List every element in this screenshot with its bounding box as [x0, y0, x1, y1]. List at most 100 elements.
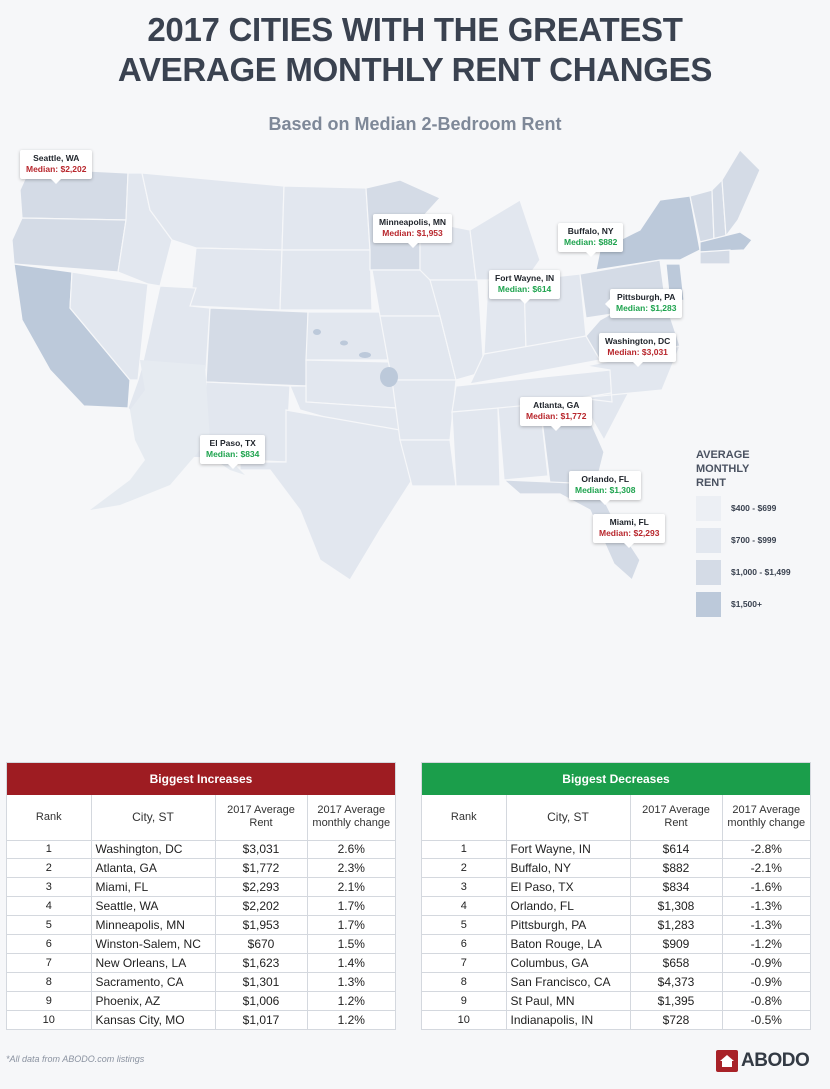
cell-rank: 1	[7, 840, 92, 860]
callout-median: Median: $1,953	[382, 228, 443, 238]
callout-city: Washington, DC	[605, 336, 671, 346]
table-row: 9 St Paul, MN $1,395 -0.8%	[422, 991, 810, 1011]
cell-rent: $834	[630, 877, 723, 898]
cell-rent: $614	[630, 840, 723, 860]
cell-rent: $1,301	[215, 972, 308, 992]
callout-buffalo: Buffalo, NY Median: $882	[558, 223, 624, 257]
cell-change: -0.5%	[750, 1012, 782, 1027]
cell-change: -1.3%	[722, 896, 810, 917]
callout-atlanta: Atlanta, GA Median: $1,772	[520, 397, 593, 431]
table-row: 6 Baton Rouge, LA $909 -1.2%	[422, 934, 810, 954]
legend-item: $400 - $699	[696, 492, 816, 524]
cell-rank: 3	[7, 877, 92, 898]
cell-rent: $2,293	[215, 877, 308, 898]
cell-city: Columbus, GA	[506, 953, 631, 973]
legend-title-line: AVERAGE	[696, 449, 750, 461]
cell-rank: 7	[422, 953, 507, 973]
cell-change: -2.8%	[722, 840, 810, 860]
title-line-2: AVERAGE MONTHLY RENT CHANGES	[117, 51, 713, 88]
column-header-rent: 2017 Average Rent	[215, 795, 308, 841]
table-row: 2 Atlanta, GA $1,772 2.3%	[7, 858, 395, 879]
table-row: 7 New Orleans, LA $1,623 1.4%	[7, 953, 395, 973]
cell-rent: $1,772	[215, 858, 308, 879]
callout-orlando: Orlando, FL Median: $1,308	[569, 471, 642, 505]
legend-title-line: MONTHLY	[696, 463, 750, 475]
cell-change: 2.3%	[307, 858, 395, 879]
legend-label: $700 - $999	[731, 535, 777, 545]
callout-city: Buffalo, NY	[567, 226, 614, 236]
table-row: 9 Phoenix, AZ $1,006 1.2%	[7, 991, 395, 1011]
table-row: 4 Seattle, WA $2,202 1.7%	[7, 896, 395, 917]
cell-rank: 1	[422, 840, 507, 860]
cell-change: -0.8%	[722, 991, 810, 1011]
cell-rank: 9	[422, 991, 507, 1011]
table-row: 5 Pittsburgh, PA $1,283 -1.3%	[422, 915, 810, 935]
callout-city: Pittsburgh, PA	[617, 292, 676, 302]
column-header-city: City, ST	[91, 795, 216, 841]
legend-swatch	[696, 495, 721, 521]
column-header-rent: 2017 Average Rent	[630, 795, 723, 841]
cell-rent: $1,953	[215, 915, 308, 935]
callout-city: Atlanta, GA	[533, 400, 580, 410]
legend-label: $400 - $699	[731, 503, 777, 513]
cell-rank: 6	[7, 934, 92, 954]
cell-city: Winston-Salem, NC	[91, 934, 216, 954]
us-rent-map: Seattle, WA Median: $2,202 Minneapolis, …	[0, 140, 830, 740]
increases-table: Biggest Increases Rank City, ST 2017 Ave…	[6, 762, 396, 1030]
cell-rank: 5	[422, 915, 507, 935]
cell-change: 1.2%	[307, 991, 395, 1011]
callout-pittsburgh: Pittsburgh, PA Median: $1,283	[604, 289, 683, 318]
cell-city: Fort Wayne, IN	[506, 840, 631, 860]
cell-rank: 4	[422, 896, 507, 917]
cell-rent: $1,017	[215, 1010, 308, 1029]
title-line-1: 2017 CITIES WITH THE GREATEST	[147, 11, 683, 48]
cell-rank: 2	[7, 858, 92, 879]
callout-median: Median: $614	[497, 284, 552, 294]
callout-minneapolis: Minneapolis, MN Median: $1,953	[373, 214, 453, 248]
cell-rank: 10	[7, 1010, 92, 1029]
cell-rent: $670	[215, 934, 308, 954]
cell-city: Washington, DC	[91, 840, 216, 860]
callout-median: Median: $882	[564, 237, 618, 247]
cell-rent: $1,308	[630, 896, 723, 917]
cell-rent: $909	[630, 934, 723, 954]
cell-city: Sacramento, CA	[91, 972, 216, 992]
callout-median: Median: $2,202	[26, 164, 87, 174]
cell-city: El Paso, TX	[506, 877, 631, 898]
cell-change: 2.6%	[307, 840, 395, 860]
table-row: 3 El Paso, TX $834 -1.6%	[422, 877, 810, 898]
table-row: 10 Indianapolis, IN $728 -0.5%	[422, 1010, 810, 1029]
house-icon	[716, 1050, 738, 1072]
cell-rank: 8	[422, 972, 507, 992]
cell-rank: 6	[422, 934, 507, 954]
map-legend: AVERAGE MONTHLY RENT $400 - $699 $700 - …	[696, 448, 816, 620]
cell-rent: $882	[630, 858, 723, 879]
callout-city: Seattle, WA	[33, 153, 80, 163]
table-row: 6 Winston-Salem, NC $670 1.5%	[7, 934, 395, 954]
cell-city: Baton Rouge, LA	[506, 934, 631, 954]
callout-median: Median: $3,031	[607, 347, 668, 357]
legend-title-line: RENT	[696, 477, 726, 489]
brand-name: ABODO	[741, 1050, 810, 1071]
column-header-change: 2017 Average monthly change	[722, 795, 810, 841]
cell-city: Phoenix, AZ	[91, 991, 216, 1011]
callout-median: Median: $1,308	[575, 485, 636, 495]
increases-data-table: Rank City, ST 2017 Average Rent 2017 Ave…	[7, 795, 395, 1029]
cell-change: -2.1%	[722, 858, 810, 879]
increases-table-title: Biggest Increases	[7, 763, 395, 795]
cell-rank: 7	[7, 953, 92, 973]
legend-swatch	[696, 591, 721, 617]
callout-seattle: Seattle, WA Median: $2,202	[20, 150, 93, 184]
cell-city: San Francisco, CA	[506, 972, 631, 992]
cell-change: 1.5%	[307, 934, 395, 954]
legend-item: $1,000 - $1,499	[696, 556, 816, 588]
cell-city: New Orleans, LA	[91, 953, 216, 973]
cell-rent: $1,623	[215, 953, 308, 973]
callout-washington: Washington, DC Median: $3,031	[599, 333, 677, 367]
legend-swatch	[696, 559, 721, 585]
cell-city: Kansas City, MO	[91, 1010, 216, 1029]
callout-city: Miami, FL	[609, 517, 649, 527]
cell-city: Orlando, FL	[506, 896, 631, 917]
cell-rent: $1,283	[630, 915, 723, 935]
cell-rank: 10	[422, 1010, 507, 1029]
